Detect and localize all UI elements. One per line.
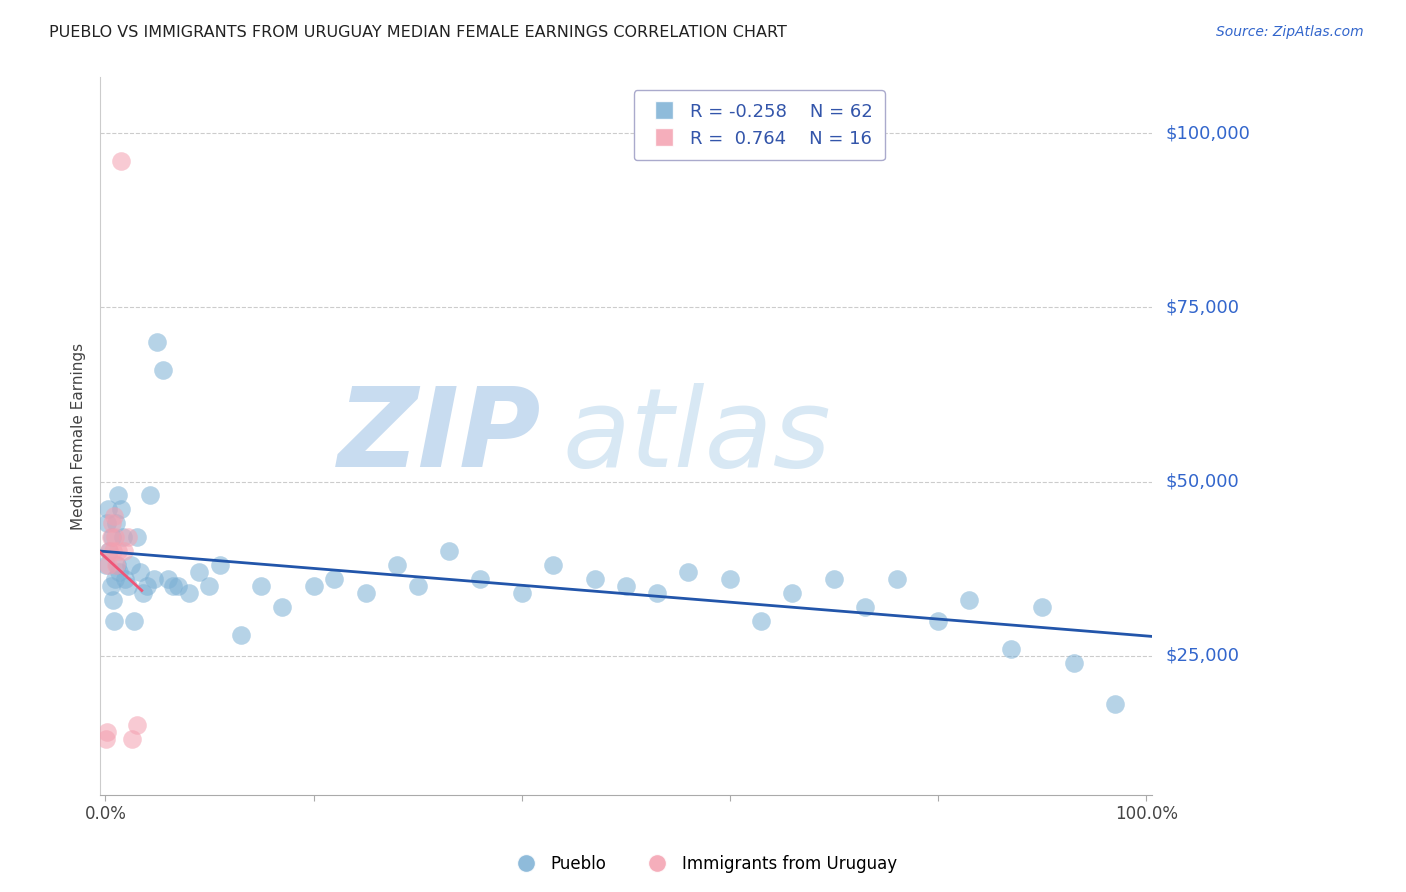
Point	[110, 154, 132, 169]
Point	[96, 558, 118, 573]
Point	[354, 586, 377, 600]
Point	[117, 579, 139, 593]
Point	[107, 488, 129, 502]
Point	[136, 579, 159, 593]
Text: $75,000: $75,000	[1166, 298, 1240, 317]
Point	[121, 732, 143, 747]
Point	[749, 614, 772, 628]
Text: $100,000: $100,000	[1166, 124, 1250, 142]
Point	[208, 558, 231, 573]
Point	[100, 530, 122, 544]
Point	[139, 488, 162, 502]
Point	[645, 586, 668, 600]
Point	[959, 593, 981, 607]
Point	[1104, 698, 1126, 712]
Point	[128, 565, 150, 579]
Point	[583, 572, 606, 586]
Point	[100, 530, 122, 544]
Point	[156, 572, 179, 586]
Point	[143, 572, 166, 586]
Point	[406, 579, 429, 593]
Point	[162, 579, 184, 593]
Point	[132, 586, 155, 600]
Text: $50,000: $50,000	[1166, 473, 1239, 491]
Point	[188, 565, 211, 579]
Point	[323, 572, 346, 586]
Point	[167, 579, 190, 593]
Point	[152, 363, 174, 377]
Point	[510, 586, 533, 600]
Text: ZIP: ZIP	[339, 383, 541, 490]
Point	[105, 558, 128, 573]
Point	[124, 614, 146, 628]
Point	[146, 335, 169, 350]
Point	[104, 516, 127, 531]
Point	[125, 718, 148, 732]
Point	[125, 530, 148, 544]
Point	[1000, 641, 1022, 656]
Point	[98, 544, 121, 558]
Legend: R = -0.258    N = 62, R =  0.764    N = 16: R = -0.258 N = 62, R = 0.764 N = 16	[634, 90, 884, 161]
Point	[96, 516, 118, 531]
Text: PUEBLO VS IMMIGRANTS FROM URUGUAY MEDIAN FEMALE EARNINGS CORRELATION CHART: PUEBLO VS IMMIGRANTS FROM URUGUAY MEDIAN…	[49, 25, 787, 40]
Point	[104, 572, 127, 586]
Text: Source: ZipAtlas.com: Source: ZipAtlas.com	[1216, 25, 1364, 39]
Point	[468, 572, 491, 586]
Point	[718, 572, 741, 586]
Point	[678, 565, 700, 579]
Point	[250, 579, 273, 593]
Y-axis label: Median Female Earnings: Median Female Earnings	[72, 343, 86, 530]
Point	[385, 558, 408, 573]
Legend: Pueblo, Immigrants from Uruguay: Pueblo, Immigrants from Uruguay	[502, 848, 904, 880]
Point	[823, 572, 845, 586]
Point	[927, 614, 949, 628]
Point	[110, 502, 132, 516]
Point	[198, 579, 221, 593]
Point	[541, 558, 564, 573]
Point	[114, 572, 136, 586]
Point	[112, 544, 135, 558]
Point	[103, 614, 125, 628]
Point	[100, 516, 122, 531]
Point	[101, 593, 124, 607]
Point	[229, 628, 252, 642]
Point	[107, 544, 129, 558]
Point	[98, 544, 121, 558]
Point	[104, 558, 127, 573]
Point	[103, 509, 125, 524]
Point	[96, 725, 118, 739]
Text: atlas: atlas	[562, 383, 831, 490]
Point	[101, 544, 124, 558]
Point	[120, 558, 142, 573]
Point	[104, 530, 127, 544]
Point	[96, 732, 118, 747]
Point	[100, 579, 122, 593]
Point	[1063, 656, 1085, 670]
Point	[117, 530, 139, 544]
Text: $25,000: $25,000	[1166, 647, 1240, 665]
Point	[437, 544, 460, 558]
Point	[614, 579, 637, 593]
Point	[177, 586, 200, 600]
Point	[97, 558, 120, 573]
Point	[1031, 599, 1053, 614]
Point	[271, 599, 294, 614]
Point	[108, 565, 131, 579]
Point	[886, 572, 908, 586]
Point	[302, 579, 325, 593]
Point	[97, 502, 120, 516]
Point	[782, 586, 804, 600]
Point	[112, 530, 135, 544]
Point	[853, 599, 876, 614]
